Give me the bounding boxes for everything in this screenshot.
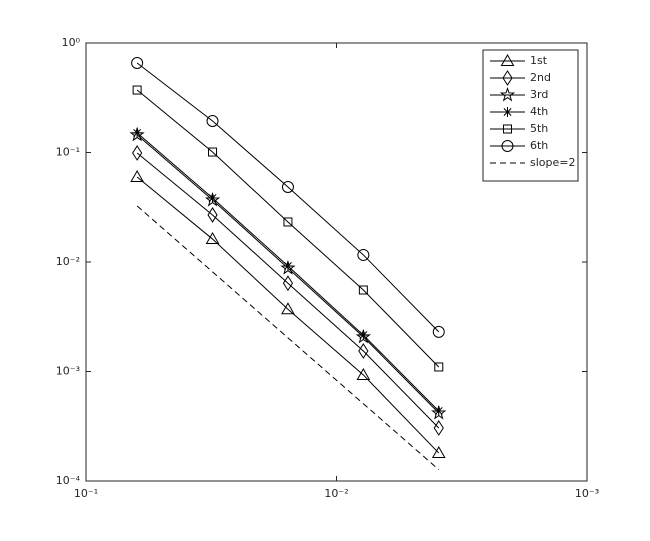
marker <box>208 147 218 157</box>
marker <box>431 446 446 459</box>
series-line <box>136 205 440 471</box>
marker <box>501 140 514 152</box>
marker <box>281 181 294 194</box>
marker <box>357 248 370 261</box>
series-line <box>136 176 440 454</box>
series-line <box>136 152 440 429</box>
marker <box>205 232 220 245</box>
marker <box>433 405 444 416</box>
x-tick-label: 10⁻¹ <box>74 487 98 500</box>
marker <box>132 127 143 138</box>
marker <box>206 114 219 127</box>
legend-label: 1st <box>530 54 548 67</box>
legend-label: 2nd <box>530 71 551 84</box>
marker <box>502 107 513 117</box>
marker <box>207 207 218 223</box>
marker <box>502 70 513 86</box>
marker <box>433 420 444 436</box>
marker <box>282 275 294 292</box>
marker <box>358 285 368 295</box>
marker <box>131 56 144 69</box>
marker <box>281 302 295 315</box>
marker <box>283 217 293 227</box>
marker <box>358 343 369 359</box>
legend-label: 5th <box>530 122 548 135</box>
y-tick-label: 10⁻¹ <box>56 146 80 159</box>
legend-box <box>482 49 579 182</box>
marker <box>282 260 293 271</box>
series-line <box>136 62 440 333</box>
marker <box>500 53 515 66</box>
marker <box>499 86 516 102</box>
marker <box>432 325 445 338</box>
x-tick-label: 10⁻² <box>324 487 348 500</box>
marker <box>434 362 444 372</box>
legend: 1st 2nd 3rd 4th 5th 6th slope=2 <box>482 49 579 182</box>
legend-label: 4th <box>530 105 548 118</box>
marker <box>130 170 144 183</box>
marker <box>132 85 142 95</box>
y-tick-label: 10⁰ <box>62 36 81 49</box>
series-line <box>136 89 440 368</box>
marker <box>132 145 143 161</box>
legend-label: slope=2 <box>530 156 575 169</box>
legend-label: 3rd <box>530 88 548 101</box>
marker <box>207 193 218 204</box>
x-tick-label: 10⁻³ <box>575 487 599 500</box>
legend-label: 6th <box>530 139 548 152</box>
y-tick-label: 10⁻⁴ <box>56 474 81 487</box>
marker <box>503 124 512 134</box>
y-tick-label: 10⁻³ <box>56 365 80 378</box>
marker <box>358 330 369 341</box>
marker <box>356 367 371 380</box>
y-tick-label: 10⁻² <box>56 255 80 268</box>
